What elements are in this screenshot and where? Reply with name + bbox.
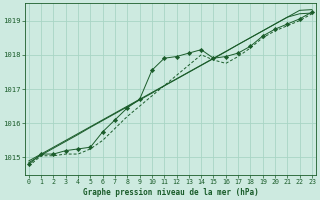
X-axis label: Graphe pression niveau de la mer (hPa): Graphe pression niveau de la mer (hPa) (83, 188, 258, 197)
